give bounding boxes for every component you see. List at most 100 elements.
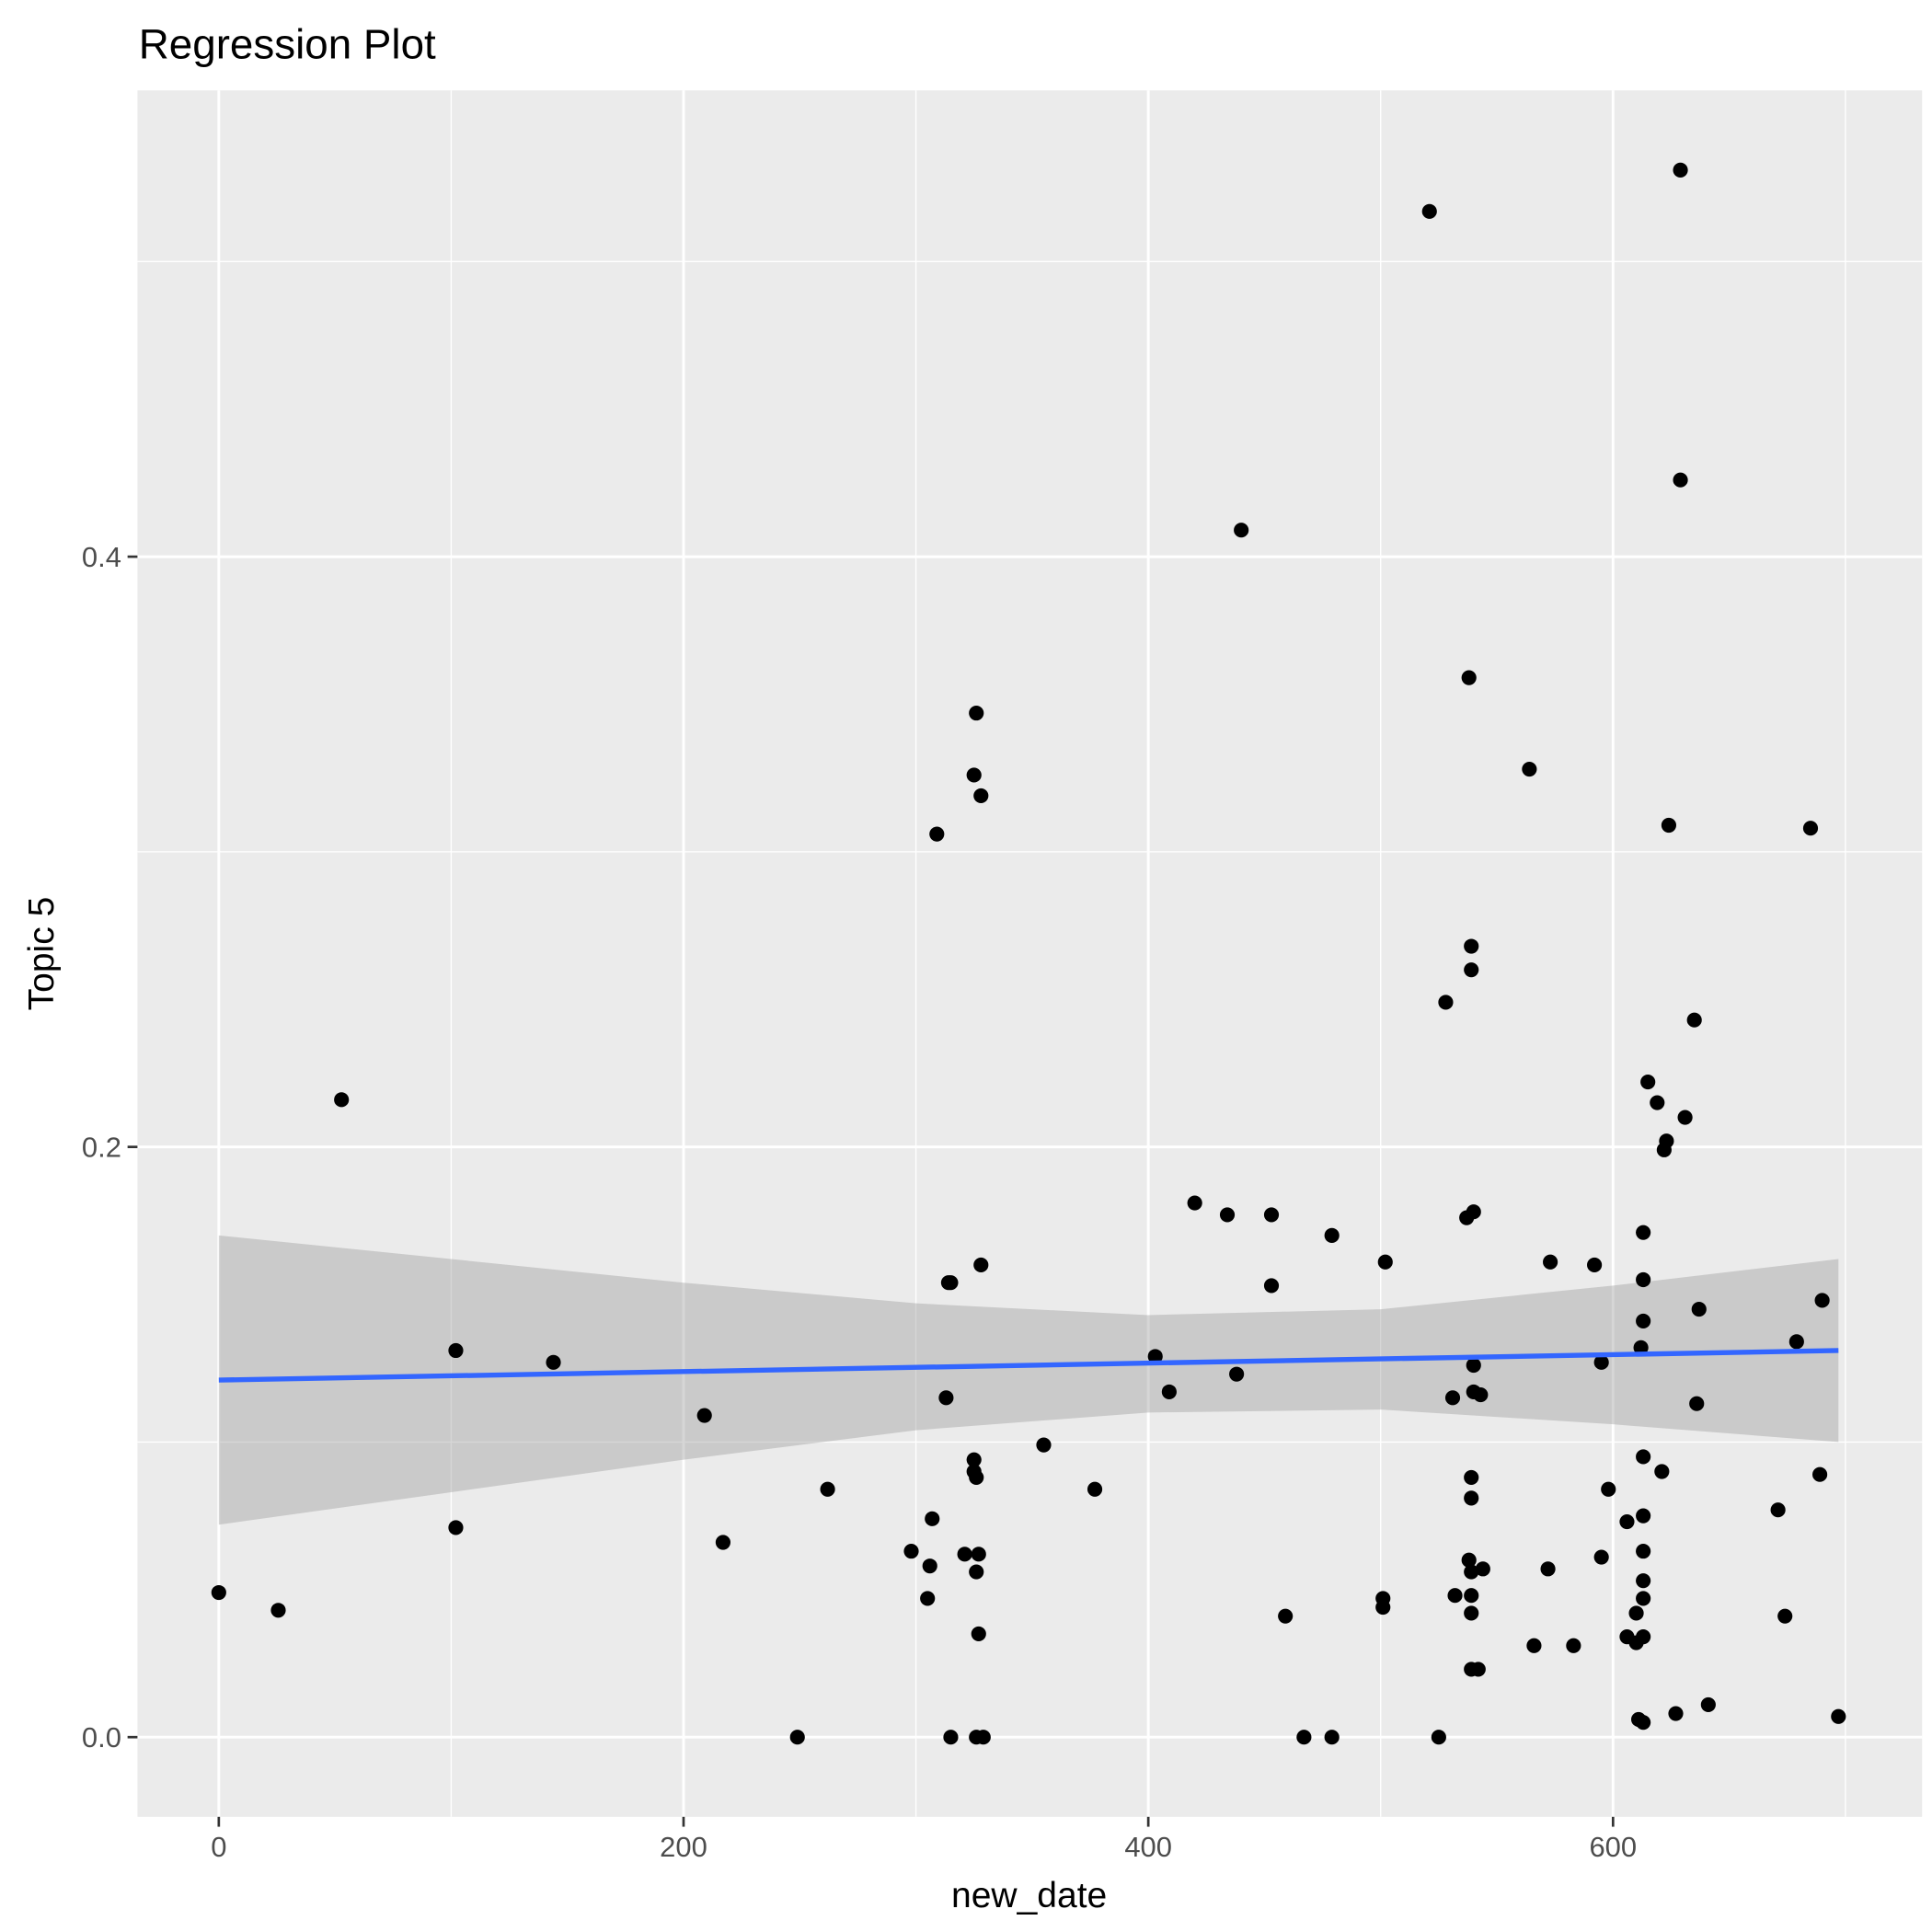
data-point xyxy=(1814,1293,1830,1308)
data-point xyxy=(1377,1254,1393,1270)
data-point xyxy=(1628,1605,1644,1621)
data-point xyxy=(1686,1012,1702,1028)
data-point xyxy=(715,1535,730,1550)
data-point xyxy=(969,706,984,721)
data-point xyxy=(546,1354,561,1370)
data-point xyxy=(973,788,989,804)
data-point xyxy=(1447,1588,1463,1604)
data-point xyxy=(1650,1095,1665,1110)
data-point xyxy=(1788,1334,1804,1350)
data-point xyxy=(1161,1384,1177,1399)
data-point xyxy=(1470,1662,1486,1677)
data-point xyxy=(1147,1349,1163,1364)
data-point xyxy=(1464,1469,1479,1485)
data-point xyxy=(448,1520,464,1535)
data-point xyxy=(929,826,945,842)
data-point xyxy=(971,1626,986,1642)
data-point xyxy=(1619,1513,1635,1530)
data-point xyxy=(938,1390,954,1406)
data-point xyxy=(1777,1608,1793,1624)
data-point xyxy=(1464,1605,1479,1621)
data-point xyxy=(1636,1715,1651,1731)
data-point xyxy=(971,1547,986,1562)
y-axis-label: Topic 5 xyxy=(22,897,62,1011)
x-tick-label: 600 xyxy=(1589,1831,1637,1863)
data-point xyxy=(1219,1207,1236,1223)
data-point xyxy=(1087,1481,1103,1497)
y-tick-label: 0.0 xyxy=(82,1721,121,1754)
x-tick-label: 0 xyxy=(211,1831,226,1863)
data-point xyxy=(1593,1549,1609,1565)
data-point xyxy=(448,1342,464,1359)
data-point xyxy=(1296,1730,1312,1745)
data-point xyxy=(1438,995,1454,1010)
data-point xyxy=(1466,1204,1481,1220)
data-point xyxy=(1636,1449,1651,1465)
data-point xyxy=(1587,1257,1603,1273)
regression-line-group xyxy=(218,1348,1839,1383)
regression-line xyxy=(218,1348,1839,1383)
y-tick-label: 0.2 xyxy=(82,1131,121,1163)
data-point xyxy=(957,1547,972,1562)
data-point xyxy=(1324,1730,1340,1745)
data-point xyxy=(1636,1544,1651,1559)
data-point xyxy=(1522,761,1537,777)
data-point xyxy=(1375,1599,1391,1616)
data-point xyxy=(1464,938,1479,954)
data-point xyxy=(920,1591,936,1606)
data-point xyxy=(1324,1227,1340,1243)
data-point xyxy=(1654,1464,1670,1479)
data-point xyxy=(1421,203,1437,219)
data-point xyxy=(1640,1074,1656,1090)
data-point xyxy=(1566,1638,1581,1653)
data-point xyxy=(1668,1706,1684,1721)
confidence-band xyxy=(218,1235,1839,1525)
data-point xyxy=(1659,1133,1674,1149)
data-point xyxy=(1601,1481,1616,1497)
data-point xyxy=(1464,1564,1479,1580)
data-point xyxy=(1661,817,1676,834)
plot-panel xyxy=(137,90,1923,1817)
x-tick-label: 400 xyxy=(1124,1831,1172,1863)
data-point xyxy=(1526,1638,1542,1653)
data-point xyxy=(1444,1390,1461,1406)
data-points xyxy=(211,162,1846,1745)
data-point xyxy=(966,767,982,783)
data-point xyxy=(1473,1387,1489,1403)
data-point xyxy=(922,1558,937,1574)
chart-title: Regression Plot xyxy=(139,20,436,67)
data-point xyxy=(1229,1366,1245,1382)
data-point xyxy=(975,1730,991,1745)
data-point xyxy=(1263,1278,1280,1294)
data-point xyxy=(1802,821,1819,836)
axes: 0 200 400 600 0.0 0.2 0.4 xyxy=(82,541,1637,1863)
gridlines xyxy=(137,90,1923,1817)
data-point xyxy=(925,1511,940,1526)
y-tick-label: 0.4 xyxy=(82,541,121,573)
data-point xyxy=(1689,1396,1705,1411)
data-point xyxy=(1636,1629,1651,1645)
data-point xyxy=(1263,1207,1280,1223)
data-point xyxy=(1593,1354,1609,1370)
data-point xyxy=(1700,1696,1716,1712)
data-point xyxy=(1234,523,1249,538)
data-point xyxy=(1036,1437,1052,1453)
data-point xyxy=(1831,1708,1846,1724)
data-point xyxy=(943,1275,959,1291)
data-point xyxy=(1431,1730,1446,1745)
data-point xyxy=(789,1730,805,1745)
data-point xyxy=(969,1564,984,1580)
data-point xyxy=(1636,1271,1651,1288)
data-point xyxy=(1636,1508,1651,1524)
x-axis-label: new_date xyxy=(951,1876,1107,1915)
data-point xyxy=(1636,1591,1651,1606)
data-point xyxy=(1461,670,1477,685)
data-point xyxy=(1770,1502,1786,1518)
data-point xyxy=(334,1092,350,1108)
data-point xyxy=(1475,1561,1490,1577)
data-point xyxy=(270,1603,286,1618)
x-tick-label: 200 xyxy=(660,1831,707,1863)
data-point xyxy=(1540,1561,1556,1577)
data-point xyxy=(1466,1357,1481,1374)
